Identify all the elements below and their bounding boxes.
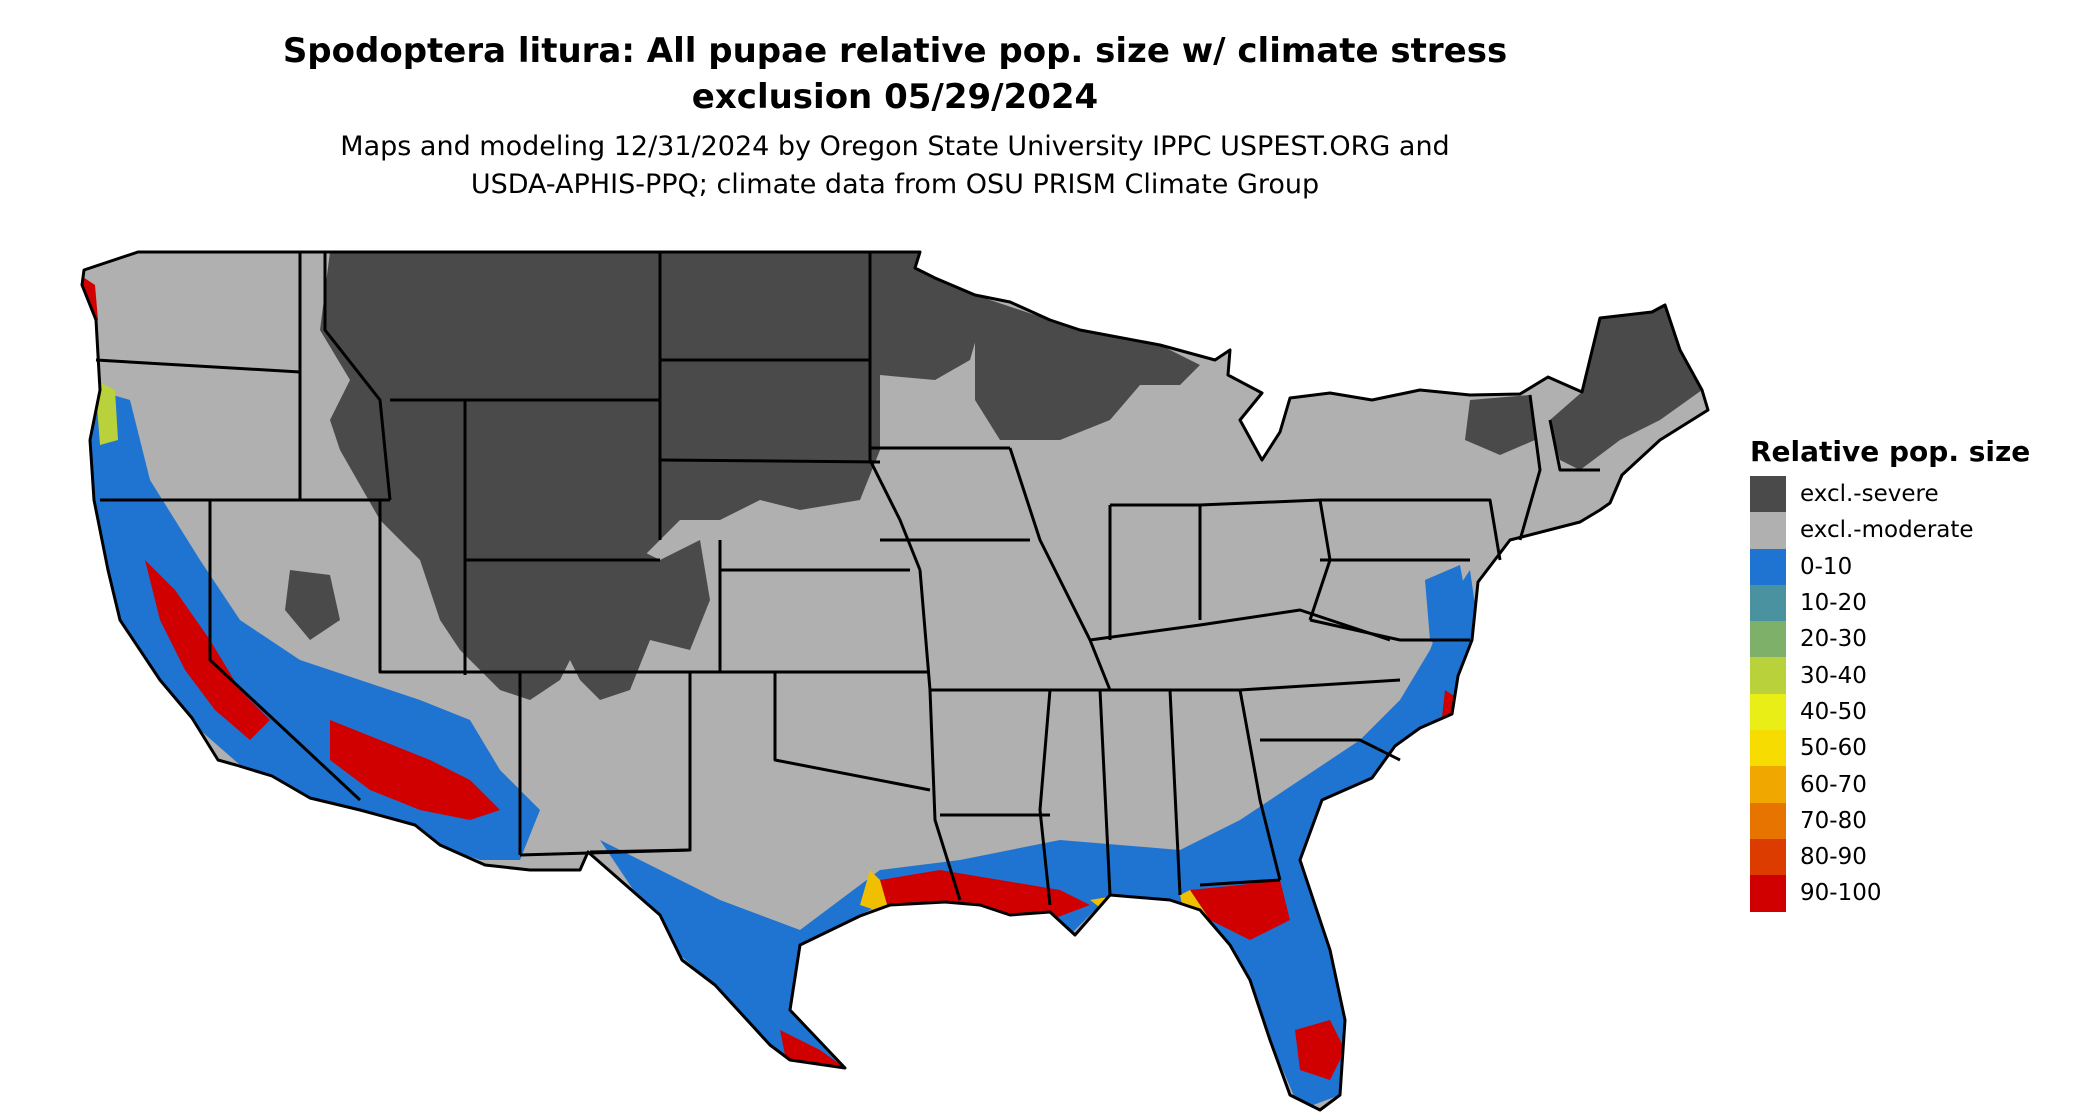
severe-new-england [1550,305,1702,470]
legend-label: 30-40 [1800,662,1867,689]
legend-item: 60-70 [1750,766,2030,803]
legend-swatch [1750,802,1786,839]
legend-item: excl.-moderate [1750,512,2030,549]
legend-swatch [1750,476,1786,513]
legend-label: 50-60 [1800,735,1867,762]
legend-label: 90-100 [1800,880,1882,907]
severe-utah [470,560,520,660]
legend: Relative pop. size excl.-severe excl.-mod… [1750,434,2030,912]
legend-label: 10-20 [1800,590,1867,617]
legend-swatch [1750,512,1786,549]
low-mid-atlantic [1425,565,1470,660]
legend-swatch [1750,875,1786,912]
legend-label: excl.-moderate [1800,517,1974,544]
severe-rockies-south [540,540,710,700]
legend-swatch [1750,730,1786,767]
legend-swatch [1750,584,1786,622]
legend-items: excl.-severe excl.-moderate 0-10 10-20 20-30… [1750,476,2030,912]
legend-item: 50-60 [1750,730,2030,767]
hot-central-valley [145,560,270,740]
severe-upper-midwest [975,295,1200,440]
map-subtitle: Maps and modeling 12/31/2024 by Oregon S… [0,128,1790,204]
legend-item: 30-40 [1750,657,2030,694]
severe-adirondacks [1465,395,1535,455]
legend-label: 80-90 [1800,844,1867,871]
legend-item: 40-50 [1750,693,2030,731]
legend-label: 60-70 [1800,771,1867,798]
hot-south-florida [1295,1020,1345,1080]
legend-item: 0-10 [1750,548,2030,585]
map-title-line-1: Spodoptera litura: All pupae relative po… [282,31,1508,71]
legend-label: 70-80 [1800,807,1867,834]
legend-item: 10-20 [1750,584,2030,622]
state-borders [80,250,1710,1112]
hot-washington-coast [82,275,98,320]
legend-label: 0-10 [1800,553,1853,580]
low-gulf-coast [600,570,1480,1110]
legend-label: excl.-severe [1800,481,1939,508]
legend-label: 20-30 [1800,626,1867,653]
legend-swatch [1750,766,1786,803]
legend-item: 90-100 [1750,875,2030,912]
mid-oregon-coast [95,380,118,445]
hot-florida-panhandle [1190,880,1290,940]
legend-swatch [1750,838,1786,876]
severe-nevada-patch [285,570,340,640]
legend-item: 80-90 [1750,838,2030,876]
hot-southwest-desert [330,720,500,820]
map-subtitle-line-2: USDA-APHIS-PPQ; climate data from OSU PR… [470,169,1320,200]
map-title-line-2: exclusion 05/29/2024 [691,77,1099,117]
legend-swatch [1750,548,1786,585]
legend-label: 40-50 [1800,698,1867,725]
map-title: Spodoptera litura: All pupae relative po… [0,28,1790,120]
legend-item: excl.-severe [1750,476,2030,513]
legend-swatch [1750,693,1786,731]
low-west-coast [82,380,540,860]
legend-item: 70-80 [1750,802,2030,839]
legend-title: Relative pop. size [1750,435,2031,468]
us-outline [80,250,1710,1112]
map-subtitle-line-1: Maps and modeling 12/31/2024 by Oregon S… [340,131,1450,162]
legend-swatch [1750,621,1786,658]
legend-item: 20-30 [1750,621,2030,658]
legend-swatch [1750,657,1786,694]
